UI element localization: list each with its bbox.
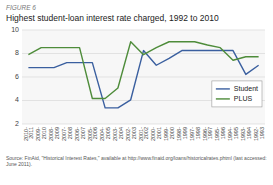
- x-tick-label: 2010-2011: [23, 127, 35, 141]
- x-tick-line: 2005: [105, 127, 111, 139]
- y-tick-label: 8: [15, 49, 19, 56]
- x-tick-line: 2001: [156, 127, 162, 139]
- legend-swatch: [216, 98, 230, 99]
- grid-line: [22, 30, 265, 31]
- legend-frame: [212, 81, 262, 107]
- grid-line: [22, 124, 265, 125]
- x-tick-label: 2001-2002: [138, 127, 150, 141]
- legend-label: PLUS: [234, 95, 253, 102]
- x-tick-label: 2003-2004: [112, 127, 124, 141]
- grid-line: [22, 77, 265, 78]
- figure-label: FIGURE 6: [6, 4, 36, 11]
- x-tick-line: 1998: [195, 127, 201, 139]
- x-tick-line: 2010: [41, 127, 47, 139]
- x-tick-label: 1993-1994: [240, 127, 252, 141]
- x-tick-line: 1995: [233, 127, 239, 139]
- chart: FIGURE 6 Highest student-loan interest ra…: [0, 0, 273, 185]
- x-tick-line: 1997: [207, 127, 213, 139]
- x-tick-label: 1998-1999: [176, 127, 188, 141]
- x-tick-label: 1992-1993: [253, 127, 265, 141]
- y-tick-label: 4: [15, 96, 19, 103]
- title: Highest student-loan interest rate charg…: [6, 13, 219, 23]
- x-tick-line: 1996: [220, 127, 226, 139]
- source: Source: FinAid, "Historical Interest Rat…: [6, 155, 267, 167]
- x-tick-line: 1993: [259, 127, 265, 139]
- x-tick-line: 2007: [80, 127, 86, 139]
- x-tick-line: 2006: [92, 127, 98, 139]
- x-tick-label: 1996-1997: [202, 127, 214, 141]
- x-tick-line: 2003: [131, 127, 137, 139]
- x-tick-line: 2000: [169, 127, 175, 139]
- x-tick-label: 2007-2008: [61, 127, 73, 141]
- x-tick-line: 2008: [67, 127, 73, 139]
- x-tick-line: 2011: [28, 127, 34, 139]
- legend-swatch: [216, 88, 230, 89]
- y-tick-label: 2: [15, 120, 19, 127]
- x-tick-label: 2009-2010: [35, 127, 47, 141]
- x-tick-label: 2008-2009: [48, 127, 60, 141]
- x-tick-label: 2004-2005: [99, 127, 111, 141]
- y-tick-label: 10: [11, 26, 19, 33]
- x-tick-line: 2004: [118, 127, 124, 139]
- x-tick-label: 1994-1995: [227, 127, 239, 141]
- x-tick-label: 2000-2001: [150, 127, 162, 141]
- y-tick-label: 6: [15, 73, 19, 80]
- plot-area: [22, 30, 265, 124]
- x-tick-line: 2002: [143, 127, 149, 139]
- x-tick-label: 1995-1996: [214, 127, 226, 141]
- x-tick-label: 1997-1998: [189, 127, 201, 141]
- x-tick-label: 2006-2007: [74, 127, 86, 141]
- legend: Student PLUS: [212, 81, 262, 107]
- x-tick-label: 1999-2000: [163, 127, 175, 141]
- source-line: Source: FinAid, "Historical Interest Rat…: [6, 155, 267, 161]
- x-tick-line: 1994: [246, 127, 252, 139]
- x-tick-label: 2005-2006: [87, 127, 99, 141]
- source-line: June 2011).: [6, 161, 32, 167]
- x-tick-line: 1999: [182, 127, 188, 139]
- x-tick-label: 2002-2003: [125, 127, 137, 141]
- x-tick-line: 2009: [54, 127, 60, 139]
- series-line: [28, 51, 258, 108]
- legend-label: Student: [234, 85, 258, 92]
